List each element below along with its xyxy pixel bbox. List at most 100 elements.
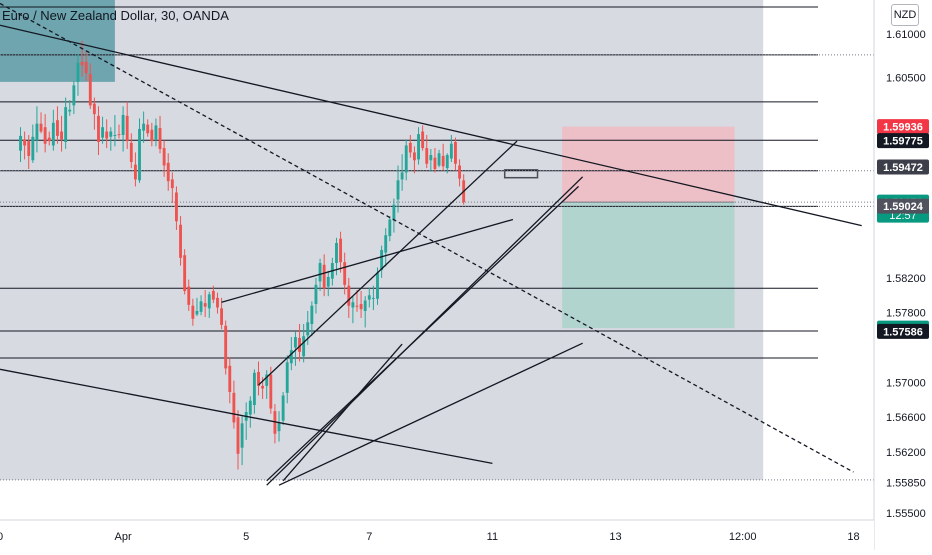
candle xyxy=(84,51,88,82)
candle xyxy=(31,124,35,163)
candle xyxy=(425,135,429,169)
candle-body xyxy=(146,124,150,134)
candle xyxy=(76,54,80,96)
candle-body xyxy=(429,155,433,161)
candle xyxy=(355,290,359,312)
candle-body xyxy=(51,122,55,146)
candle xyxy=(441,143,445,171)
candle xyxy=(388,216,392,242)
candle xyxy=(404,139,408,181)
candle-body xyxy=(248,400,252,415)
candle xyxy=(64,97,68,149)
trendline xyxy=(0,2,854,473)
time-axis xyxy=(0,520,874,550)
price-badge: 1.59936 xyxy=(877,119,929,135)
candle xyxy=(363,296,367,328)
candle xyxy=(285,355,289,404)
candle xyxy=(109,127,113,151)
candle-body xyxy=(445,155,449,169)
candle-body xyxy=(302,336,306,357)
candle xyxy=(412,146,416,174)
candle xyxy=(294,331,297,366)
candle-body xyxy=(224,325,228,369)
candle-body xyxy=(363,300,367,311)
candle-body xyxy=(441,155,445,167)
price-tick-label: 1.60500 xyxy=(886,73,926,85)
candle xyxy=(437,149,441,168)
candle-body xyxy=(195,310,199,315)
candle xyxy=(187,279,191,311)
candle-body xyxy=(277,422,281,432)
price-badge-bg xyxy=(877,133,929,149)
price-tick-label: 1.57000 xyxy=(886,377,926,389)
candle-body xyxy=(322,264,326,289)
candle xyxy=(310,301,314,337)
price-tick-label: 1.56600 xyxy=(886,412,926,424)
candle-body xyxy=(162,148,166,166)
candle-body xyxy=(388,219,392,237)
candle xyxy=(408,135,412,158)
candle xyxy=(232,380,236,429)
drawing-box xyxy=(503,169,539,179)
candle-body xyxy=(35,123,39,141)
candle-body xyxy=(92,103,96,115)
candle-body xyxy=(64,107,68,142)
candle xyxy=(252,369,256,414)
candle-body xyxy=(318,263,322,282)
candle xyxy=(113,114,117,147)
price-badge-label: 1.59024 xyxy=(883,201,924,213)
trendline xyxy=(258,140,518,386)
candle xyxy=(458,159,462,187)
time-tick-label: 13 xyxy=(609,531,621,543)
time-tick-label: 0 xyxy=(0,531,3,543)
candle xyxy=(142,111,146,143)
candle-body xyxy=(347,285,351,306)
candle-body xyxy=(355,305,359,307)
candle-body xyxy=(261,385,265,389)
candle xyxy=(454,137,457,171)
candle-body xyxy=(298,337,301,352)
candle xyxy=(445,153,449,174)
trendline xyxy=(0,24,862,227)
price-badge-bg xyxy=(877,159,929,175)
candle-body xyxy=(326,276,330,287)
candle-body xyxy=(179,224,182,258)
candle-body xyxy=(27,141,31,156)
candle xyxy=(433,148,437,173)
price-badge: 1.59775 xyxy=(877,133,929,149)
candle-body xyxy=(306,322,310,336)
candle-body xyxy=(417,134,420,160)
candle xyxy=(129,133,133,169)
candle xyxy=(150,122,154,147)
candle-body xyxy=(191,305,195,319)
candle xyxy=(195,297,199,317)
candle-body xyxy=(408,142,412,153)
candle-body xyxy=(211,290,215,300)
candle xyxy=(211,285,215,304)
candle xyxy=(281,391,285,426)
candle xyxy=(367,287,371,308)
candle-body xyxy=(117,134,121,136)
price-badge-bg xyxy=(877,119,929,135)
candle xyxy=(240,416,244,466)
candle xyxy=(35,106,39,153)
candle-body xyxy=(170,179,174,189)
candle xyxy=(80,40,84,77)
currency-selector[interactable]: NZD xyxy=(891,4,919,26)
candle xyxy=(359,290,363,318)
candle-body xyxy=(60,131,63,140)
candle xyxy=(183,249,187,295)
candle xyxy=(56,106,59,144)
candle xyxy=(298,324,301,362)
candle-body xyxy=(425,148,429,164)
trendline xyxy=(266,185,580,482)
candle xyxy=(400,154,404,191)
candle-body xyxy=(367,295,371,300)
candle xyxy=(43,114,47,153)
trendline xyxy=(278,342,583,486)
candle-body xyxy=(232,392,236,423)
candle-body xyxy=(76,62,80,82)
candle xyxy=(322,254,326,297)
